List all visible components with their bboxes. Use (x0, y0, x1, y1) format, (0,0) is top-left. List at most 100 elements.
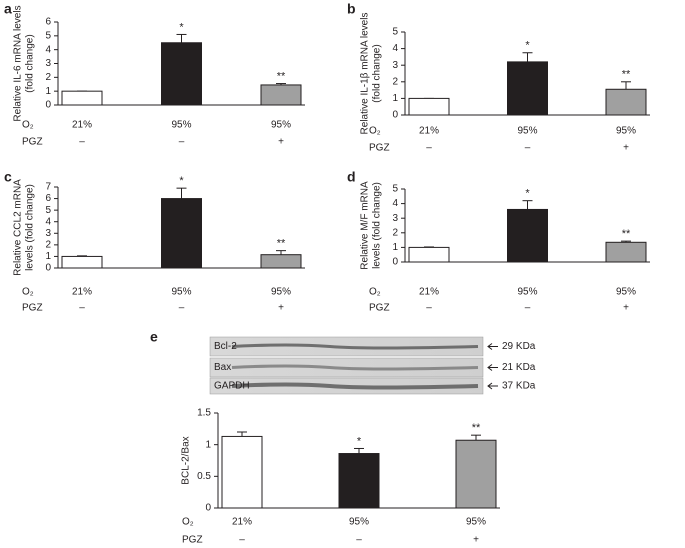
y-tick-label: 4 (392, 43, 398, 54)
y-tick-label: 0 (205, 503, 211, 514)
x-tick-label: 95% (466, 517, 486, 528)
row-label: PGZ (369, 303, 390, 314)
blot-size: 21 KDa (502, 362, 536, 373)
y-tick-label: 1.5 (197, 408, 211, 419)
x-tick-label: 21% (419, 287, 439, 298)
blot-band (231, 364, 479, 371)
x-tick-label: + (278, 137, 284, 148)
row-label: O₂ (22, 120, 34, 131)
x-tick-label: 21% (72, 120, 92, 131)
y-axis-label: (fold change) (372, 44, 383, 102)
x-tick-label: + (473, 535, 479, 546)
y-tick-label: 1 (205, 439, 211, 450)
y-tick-label: 3 (45, 228, 51, 239)
y-tick-label: 2 (392, 76, 398, 87)
row-label: O₂ (22, 287, 34, 298)
x-tick-label: 95% (171, 287, 191, 298)
blot-arrow (487, 364, 498, 371)
x-tick-label: – (525, 143, 531, 154)
row-label: PGZ (22, 137, 43, 148)
y-tick-label: 4 (392, 198, 398, 209)
significance-label: ** (622, 69, 631, 81)
x-tick-label: + (623, 303, 629, 314)
x-tick-label: + (278, 303, 284, 314)
x-tick-label: – (79, 137, 85, 148)
bar (507, 208, 548, 263)
x-tick-label: 95% (616, 126, 636, 137)
bar (161, 42, 202, 106)
y-axis-label: Relative IL-6 mRNA levels (13, 5, 24, 121)
bar (161, 198, 202, 269)
y-tick-label: 6 (45, 17, 51, 28)
y-axis-label: levels (fold change) (372, 182, 383, 269)
significance-label: ** (277, 70, 286, 82)
x-tick-label: – (426, 303, 432, 314)
x-tick-label: – (79, 303, 85, 314)
x-tick-label: 21% (232, 517, 252, 528)
y-tick-label: 7 (45, 182, 51, 193)
y-axis-label: Relative CCL2 mRNA (13, 179, 24, 276)
panel-label: c (4, 169, 12, 185)
x-tick-label: – (525, 303, 531, 314)
row-label: PGZ (22, 303, 43, 314)
y-tick-label: 5 (45, 30, 51, 41)
row-label: O₂ (182, 517, 194, 528)
y-axis-label: (fold change) (25, 34, 36, 92)
bar (338, 453, 380, 509)
bar (61, 255, 103, 269)
x-tick-label: + (623, 143, 629, 154)
y-tick-label: 5 (392, 27, 398, 38)
x-tick-label: – (179, 137, 185, 148)
panel-label: e (150, 329, 158, 345)
blot-size: 37 KDa (502, 381, 536, 392)
blot-arrow (487, 382, 498, 390)
x-tick-label: – (179, 303, 185, 314)
y-tick-label: 0 (45, 100, 51, 111)
bar (260, 254, 302, 269)
bar (507, 61, 548, 116)
panel-label: a (4, 1, 12, 17)
y-tick-label: 2 (45, 72, 51, 83)
y-tick-label: 5 (45, 205, 51, 216)
x-tick-label: – (239, 535, 245, 546)
row-label: PGZ (182, 535, 203, 546)
bar (605, 241, 647, 263)
y-tick-label: 2 (392, 227, 398, 238)
y-tick-label: 2 (45, 239, 51, 250)
row-label: O₂ (369, 126, 381, 137)
y-tick-label: 0.5 (197, 471, 211, 482)
panel-label: d (347, 169, 356, 185)
bar (408, 97, 450, 116)
x-tick-label: 95% (517, 287, 537, 298)
blot-label: Bax (214, 362, 231, 373)
x-tick-label: 95% (271, 287, 291, 298)
y-tick-label: 5 (392, 184, 398, 195)
significance-label: * (179, 21, 184, 33)
significance-label: ** (472, 422, 481, 434)
significance-label: * (179, 175, 184, 187)
significance-label: * (525, 40, 530, 52)
blot-label: Bcl-2 (214, 341, 237, 352)
significance-label: * (357, 435, 362, 447)
y-axis-label: Relative M/F mRNA (360, 181, 371, 270)
y-tick-label: 0 (45, 263, 51, 274)
y-tick-label: 3 (392, 60, 398, 71)
y-tick-label: 0 (392, 257, 398, 268)
bar (260, 84, 302, 106)
row-label: PGZ (369, 143, 390, 154)
row-label: O₂ (369, 287, 381, 298)
y-tick-label: 0 (392, 110, 398, 121)
bar (408, 246, 450, 263)
x-tick-label: 95% (171, 120, 191, 131)
blot-band (231, 382, 479, 390)
bar (221, 435, 263, 509)
y-tick-label: 6 (45, 193, 51, 204)
y-tick-label: 4 (45, 44, 51, 55)
y-axis-label: Relative IL-1β mRNA levels (360, 13, 371, 135)
blot-label: GAPDH (214, 381, 250, 392)
y-tick-label: 3 (45, 58, 51, 69)
y-tick-label: 1 (392, 93, 398, 104)
bar (61, 90, 103, 106)
significance-label: ** (622, 228, 631, 240)
